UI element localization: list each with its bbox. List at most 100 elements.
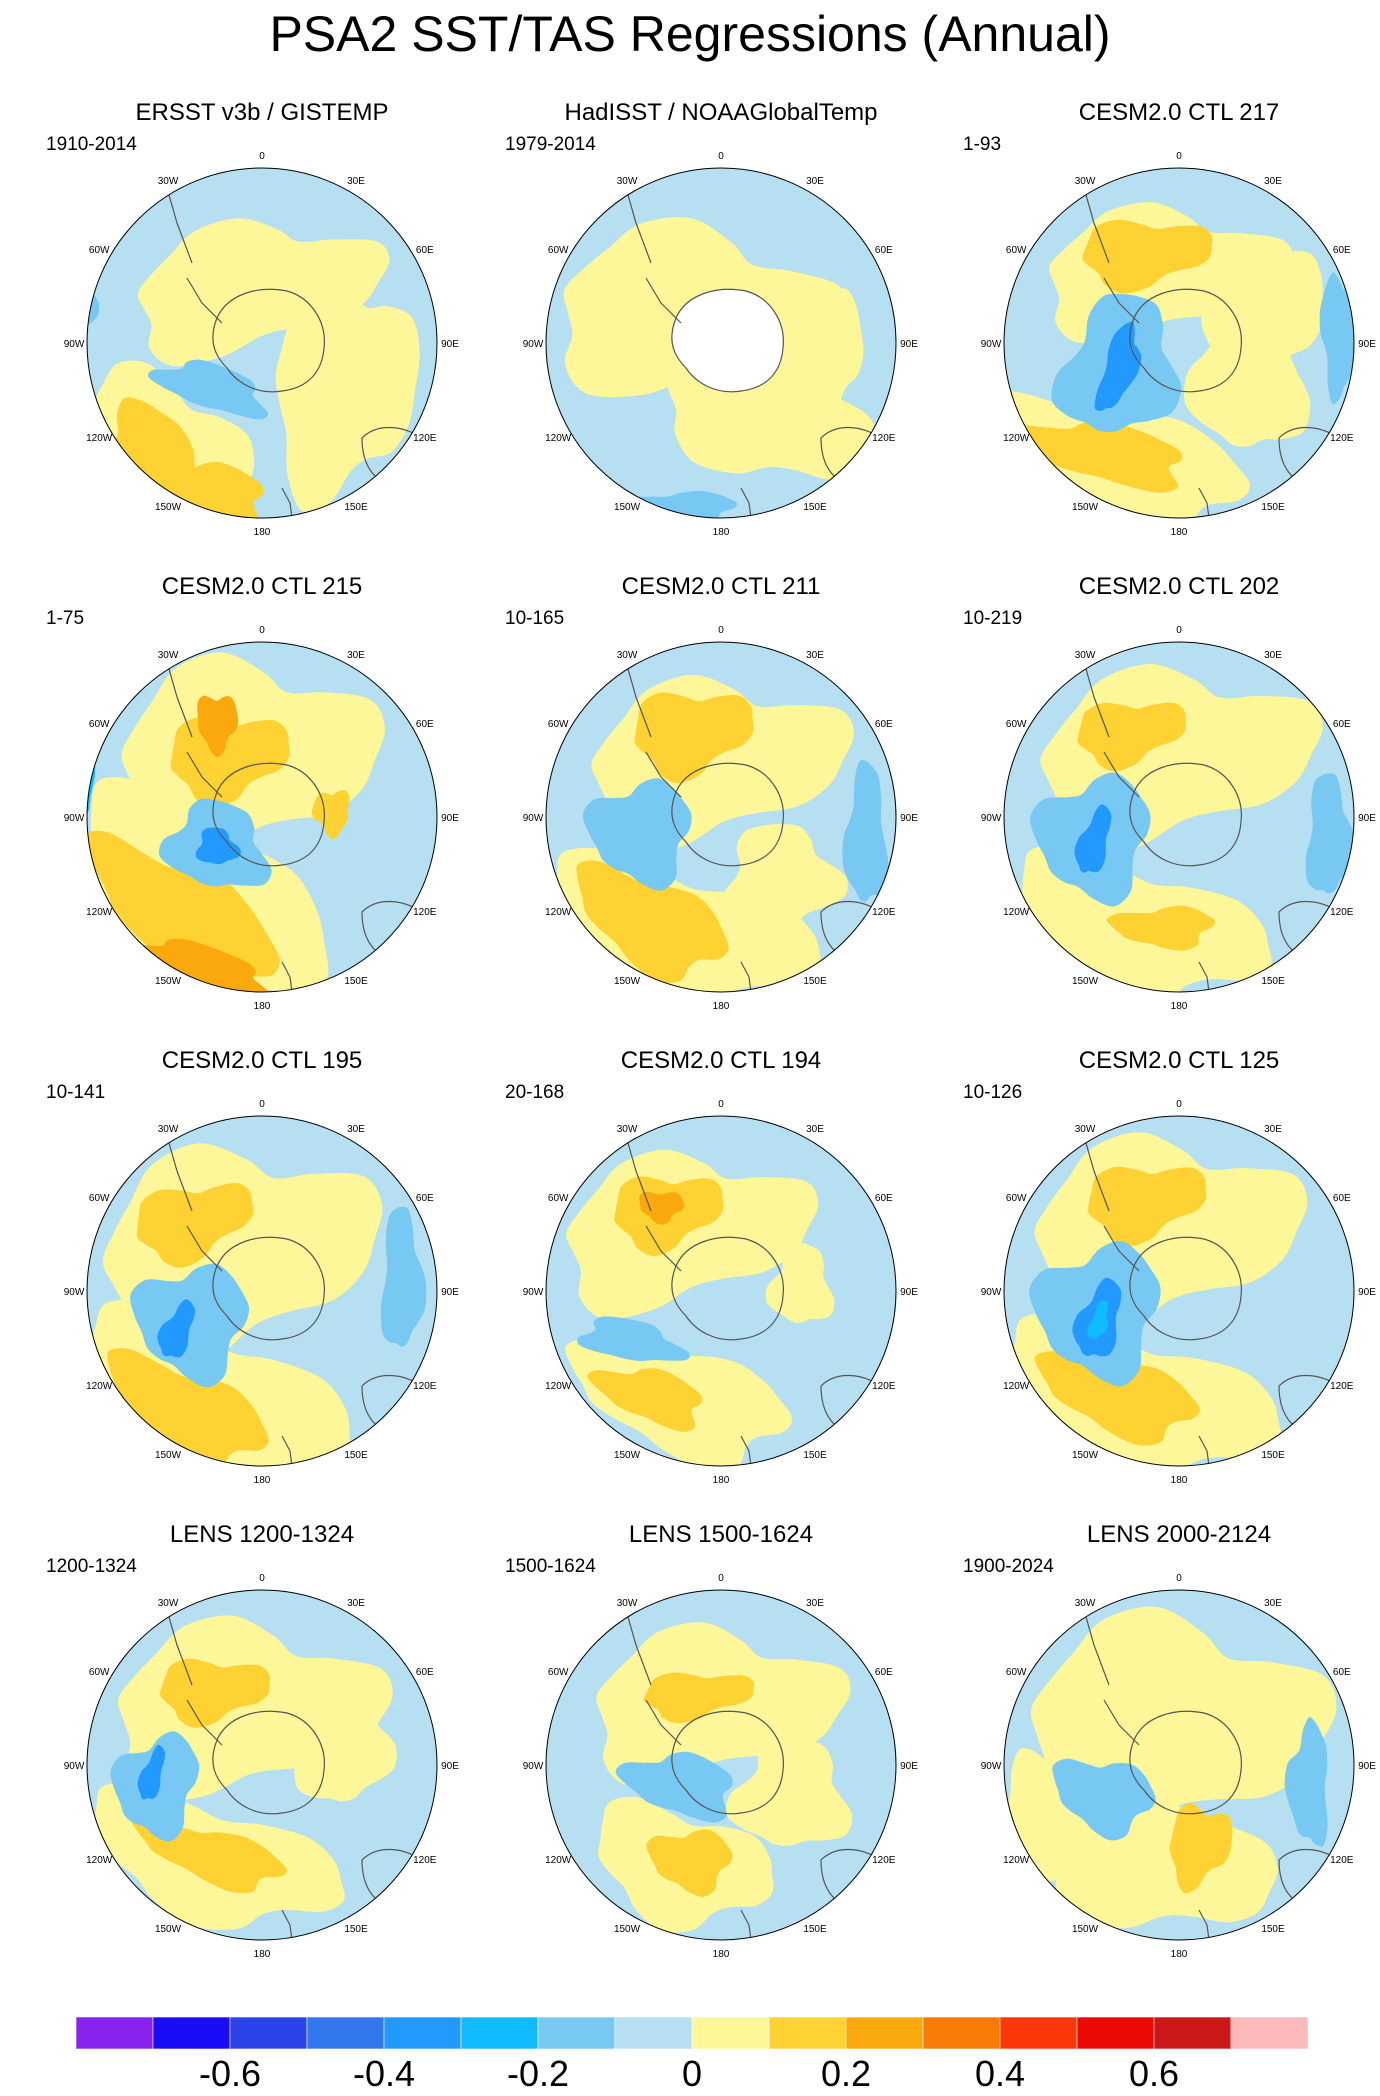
anomaly-region xyxy=(1082,219,1213,294)
longitude-label: 150W xyxy=(614,1450,641,1461)
anomaly-region xyxy=(639,1191,685,1225)
longitude-label: 60E xyxy=(875,1193,893,1204)
anomaly-region xyxy=(643,1672,755,1724)
longitude-label: 90W xyxy=(64,1287,85,1298)
antarctic-peninsula-coastline xyxy=(645,1699,682,1746)
panel-title: CESM2.0 CTL 125 xyxy=(1078,1047,1280,1074)
panel-title: LENS 2000-2124 xyxy=(1086,1521,1272,1548)
anomaly-region xyxy=(275,257,420,513)
longitude-label: 30W xyxy=(158,176,179,187)
panel-title: CESM2.0 CTL 194 xyxy=(620,1047,822,1074)
polar-map: 0 30E 60E 90E 120E 150E 180 150W 120W 90W 60W 30W xyxy=(981,1573,1377,1960)
anomaly-region xyxy=(170,717,290,809)
panel-title: CESM2.0 CTL 202 xyxy=(1078,573,1280,600)
panel-period: 1-93 xyxy=(963,134,1002,155)
longitude-label: 60W xyxy=(1006,1193,1027,1204)
longitude-label: 0 xyxy=(259,1099,265,1110)
anomaly-region xyxy=(87,271,100,332)
longitude-label: 150E xyxy=(344,1450,368,1461)
colorbar-tick-label: -0.2 xyxy=(506,2053,570,2094)
antarctic-peninsula-coastline xyxy=(186,1699,223,1746)
longitude-label: 120E xyxy=(872,433,896,444)
colorbar xyxy=(76,2017,1308,2049)
panel-period: 10-126 xyxy=(963,1082,1023,1103)
longitude-label: 30E xyxy=(1264,650,1282,661)
longitude-label: 30W xyxy=(158,1124,179,1135)
longitude-label: 180 xyxy=(254,1475,271,1486)
longitude-label: 120W xyxy=(86,907,113,918)
polar-map: 0 30E 60E 90E 120E 150E 180 150W 120W 90W 60W 30W xyxy=(981,151,1377,538)
anomaly-region xyxy=(195,827,241,865)
longitude-label: 30E xyxy=(806,176,824,187)
anomaly-region xyxy=(1034,1351,1200,1446)
longitude-label: 150W xyxy=(155,1924,182,1935)
anomaly-region xyxy=(1074,804,1112,873)
antarctic-peninsula-coastline xyxy=(186,751,223,798)
longitude-label: 150E xyxy=(1261,976,1285,987)
longitude-label: 150E xyxy=(344,502,368,513)
panel-period: 1-75 xyxy=(46,608,85,629)
longitude-label: 0 xyxy=(718,625,724,636)
colorbar-swatch xyxy=(383,2017,462,2049)
longitude-label: 150E xyxy=(803,1450,827,1461)
antarctic-peninsula-coastline xyxy=(186,1225,223,1272)
longitude-label: 150E xyxy=(803,502,827,513)
panel-period: 10-219 xyxy=(963,608,1023,629)
longitude-label: 0 xyxy=(1176,151,1182,162)
longitude-label: 60W xyxy=(1006,1667,1027,1678)
longitude-label: 60W xyxy=(548,1667,569,1678)
longitude-label: 180 xyxy=(713,1475,730,1486)
longitude-label: 90E xyxy=(1358,813,1376,824)
antarctica-coastline xyxy=(1129,1710,1242,1815)
anomaly-region xyxy=(765,1242,835,1323)
longitude-label: 120E xyxy=(413,1381,437,1392)
map-panel: CESM2.0 CTL 194 20-168 0 30E 60E 90E 120E 150E 1… xyxy=(501,1046,941,1516)
longitude-label: 120E xyxy=(872,1855,896,1866)
antarctic-peninsula-coastline xyxy=(645,751,682,798)
longitude-label: 30E xyxy=(1264,176,1282,187)
panel-title: CESM2.0 CTL 217 xyxy=(1078,99,1280,126)
colorbar-tick-label: 0.6 xyxy=(1128,2053,1180,2094)
panel-title: CESM2.0 CTL 215 xyxy=(161,573,363,600)
longitude-label: 90E xyxy=(900,1761,918,1772)
longitude-label: 30W xyxy=(617,1598,638,1609)
map-panel: HadISST / NOAAGlobalTemp 1979-2014 0 30E 60E… xyxy=(501,98,941,568)
panel-title: ERSST v3b / GISTEMP xyxy=(135,99,389,126)
antarctica-coastline xyxy=(212,762,325,867)
longitude-label: 60E xyxy=(1333,1667,1351,1678)
anomaly-region xyxy=(634,692,754,784)
longitude-label: 0 xyxy=(259,625,265,636)
anomaly-region xyxy=(1087,1166,1207,1247)
longitude-label: 150W xyxy=(614,502,641,513)
longitude-label: 30E xyxy=(1264,1124,1282,1135)
longitude-label: 90E xyxy=(900,339,918,350)
longitude-label: 60E xyxy=(1333,719,1351,730)
longitude-label: 0 xyxy=(259,1573,265,1584)
map-border xyxy=(1003,167,1355,519)
new-zealand-coastline xyxy=(740,1435,752,1466)
longitude-label: 180 xyxy=(254,1001,271,1012)
longitude-label: 30W xyxy=(1075,650,1096,661)
polar-map: 0 30E 60E 90E 120E 150E 180 150W 120W 90W 60W 30W xyxy=(64,1573,460,1960)
colorbar-tick-label: -0.6 xyxy=(198,2053,262,2094)
anomaly-region xyxy=(587,1368,703,1432)
colorbar-swatch xyxy=(1153,2017,1232,2049)
longitude-label: 0 xyxy=(718,1099,724,1110)
panel-period: 1500-1624 xyxy=(505,1556,596,1577)
longitude-label: 90W xyxy=(523,339,544,350)
longitude-label: 60E xyxy=(875,719,893,730)
longitude-label: 150E xyxy=(1261,502,1285,513)
antarctic-peninsula-coastline xyxy=(645,277,682,324)
new-zealand-coastline xyxy=(1198,1435,1210,1466)
longitude-label: 120W xyxy=(545,1855,572,1866)
longitude-label: 120W xyxy=(86,433,113,444)
map-border xyxy=(1003,1115,1355,1467)
antarctic-peninsula-coastline xyxy=(1103,751,1140,798)
longitude-label: 150W xyxy=(155,1450,182,1461)
anomaly-region xyxy=(159,1658,270,1728)
panel-period: 1979-2014 xyxy=(505,134,596,155)
longitude-label: 60E xyxy=(416,1667,434,1678)
longitude-label: 120E xyxy=(1330,433,1354,444)
longitude-label: 120E xyxy=(1330,1381,1354,1392)
longitude-label: 30W xyxy=(1075,1124,1096,1135)
